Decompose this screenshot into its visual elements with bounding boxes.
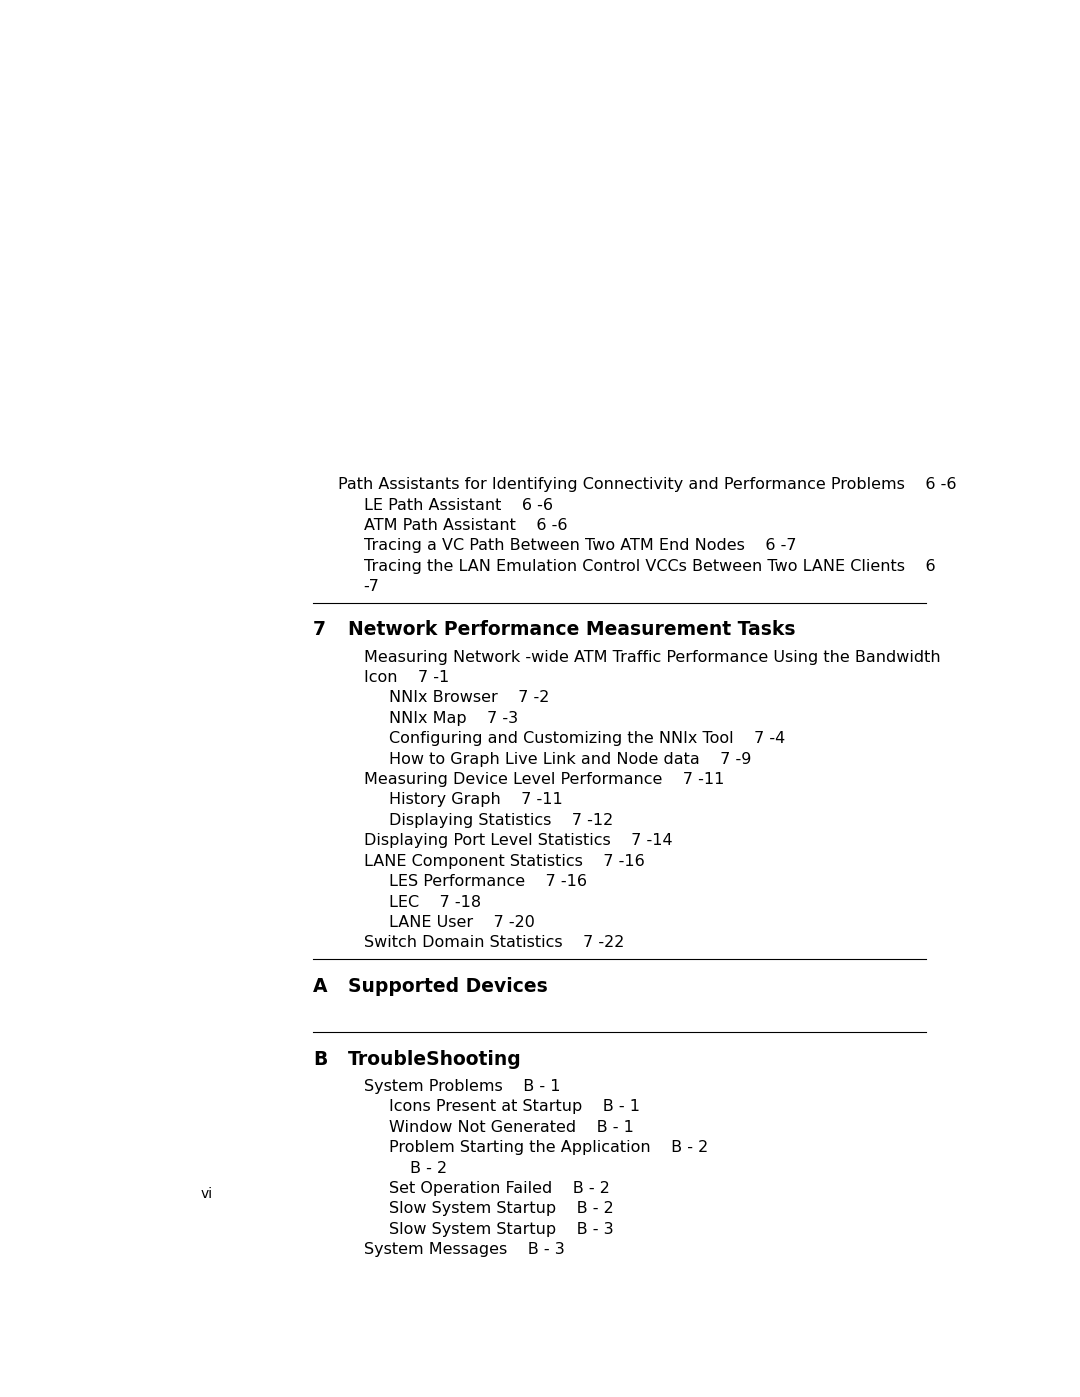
Text: LE Path Assistant    6 -6: LE Path Assistant 6 -6 xyxy=(364,497,553,513)
Text: B - 2: B - 2 xyxy=(410,1161,447,1175)
Text: B: B xyxy=(313,1049,327,1069)
Text: Network Performance Measurement Tasks: Network Performance Measurement Tasks xyxy=(348,620,796,640)
Text: LEC    7 -18: LEC 7 -18 xyxy=(389,894,482,909)
Text: ATM Path Assistant    6 -6: ATM Path Assistant 6 -6 xyxy=(364,518,567,534)
Text: Tracing the LAN Emulation Control VCCs Between Two LANE Clients    6: Tracing the LAN Emulation Control VCCs B… xyxy=(364,559,935,574)
Text: vi: vi xyxy=(201,1187,213,1201)
Text: Problem Starting the Application    B - 2: Problem Starting the Application B - 2 xyxy=(389,1140,708,1155)
Text: Measuring Network -wide ATM Traffic Performance Using the Bandwidth: Measuring Network -wide ATM Traffic Perf… xyxy=(364,650,941,665)
Text: NNIx Browser    7 -2: NNIx Browser 7 -2 xyxy=(389,690,550,705)
Text: Path Assistants for Identifying Connectivity and Performance Problems    6 -6: Path Assistants for Identifying Connecti… xyxy=(338,478,957,492)
Text: History Graph    7 -11: History Graph 7 -11 xyxy=(389,792,563,807)
Text: TroubleShooting: TroubleShooting xyxy=(348,1049,522,1069)
Text: Tracing a VC Path Between Two ATM End Nodes    6 -7: Tracing a VC Path Between Two ATM End No… xyxy=(364,538,796,553)
Text: LANE User    7 -20: LANE User 7 -20 xyxy=(389,915,535,930)
Text: LES Performance    7 -16: LES Performance 7 -16 xyxy=(389,875,588,888)
Text: Configuring and Customizing the NNIx Tool    7 -4: Configuring and Customizing the NNIx Too… xyxy=(389,731,785,746)
Text: LANE Component Statistics    7 -16: LANE Component Statistics 7 -16 xyxy=(364,854,645,869)
Text: How to Graph Live Link and Node data    7 -9: How to Graph Live Link and Node data 7 -… xyxy=(389,752,752,767)
Text: Displaying Statistics    7 -12: Displaying Statistics 7 -12 xyxy=(389,813,613,828)
Text: Supported Devices: Supported Devices xyxy=(348,977,548,996)
Text: A: A xyxy=(313,977,327,996)
Text: NNIx Map    7 -3: NNIx Map 7 -3 xyxy=(389,711,518,726)
Text: Switch Domain Statistics    7 -22: Switch Domain Statistics 7 -22 xyxy=(364,936,624,950)
Text: -7: -7 xyxy=(364,580,379,594)
Text: Slow System Startup    B - 3: Slow System Startup B - 3 xyxy=(389,1222,613,1236)
Text: System Problems    B - 1: System Problems B - 1 xyxy=(364,1078,561,1094)
Text: System Messages    B - 3: System Messages B - 3 xyxy=(364,1242,565,1257)
Text: 7: 7 xyxy=(313,620,326,640)
Text: Icons Present at Startup    B - 1: Icons Present at Startup B - 1 xyxy=(389,1099,640,1115)
Text: Icon    7 -1: Icon 7 -1 xyxy=(364,671,449,685)
Text: Set Operation Failed    B - 2: Set Operation Failed B - 2 xyxy=(389,1180,610,1196)
Text: Displaying Port Level Statistics    7 -14: Displaying Port Level Statistics 7 -14 xyxy=(364,833,672,848)
Text: Window Not Generated    B - 1: Window Not Generated B - 1 xyxy=(389,1120,634,1134)
Text: Measuring Device Level Performance    7 -11: Measuring Device Level Performance 7 -11 xyxy=(364,773,724,787)
Text: Slow System Startup    B - 2: Slow System Startup B - 2 xyxy=(389,1201,613,1217)
